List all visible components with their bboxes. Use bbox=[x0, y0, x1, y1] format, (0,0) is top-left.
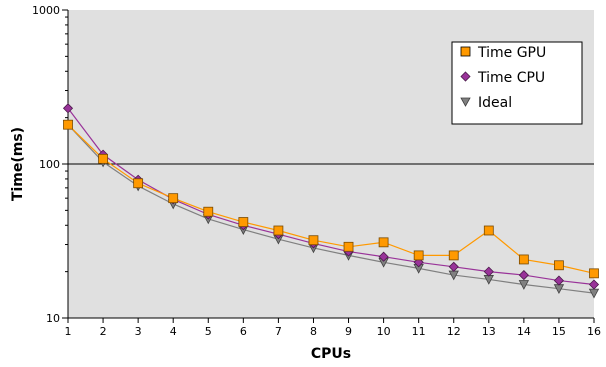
y-tick-label: 100 bbox=[39, 158, 60, 171]
y-axis-ticks: 10 100 1000 bbox=[32, 4, 68, 325]
legend-ideal-label: Ideal bbox=[478, 95, 512, 111]
x-axis-title: CPUs bbox=[311, 346, 351, 362]
point-time-cpu bbox=[378, 251, 389, 262]
x-tick-label: 15 bbox=[552, 325, 566, 338]
point-time-gpu bbox=[554, 260, 564, 271]
point-time-gpu bbox=[133, 178, 144, 189]
point-time-cpu bbox=[588, 279, 600, 290]
legend-gpu-marker bbox=[460, 46, 471, 57]
series-line-ideal bbox=[67, 124, 595, 294]
x-tick-label: 13 bbox=[482, 325, 496, 338]
legend-box bbox=[451, 41, 583, 125]
y-tick-label: 10 bbox=[46, 312, 60, 325]
x-tick-label: 7 bbox=[275, 325, 282, 338]
point-time-cpu bbox=[483, 266, 494, 277]
x-tick-label: 11 bbox=[412, 325, 426, 338]
legend-ideal-marker bbox=[460, 97, 471, 107]
legend-cpu-label: Time CPU bbox=[477, 70, 545, 86]
point-time-gpu bbox=[448, 250, 459, 261]
point-time-gpu bbox=[98, 153, 108, 164]
x-tick-label: 8 bbox=[310, 325, 317, 338]
point-time-cpu bbox=[518, 270, 529, 281]
point-time-gpu bbox=[63, 119, 73, 130]
x-tick-label: 9 bbox=[345, 325, 352, 338]
point-time-gpu bbox=[308, 235, 319, 246]
point-time-gpu bbox=[343, 241, 354, 252]
x-tick-label: 12 bbox=[447, 325, 461, 338]
x-tick-label: 10 bbox=[377, 325, 391, 338]
x-tick-label: 14 bbox=[517, 325, 531, 338]
point-time-gpu bbox=[238, 217, 249, 227]
series-line-time-cpu bbox=[67, 107, 595, 286]
point-time-gpu bbox=[413, 250, 424, 261]
legend-item-gpu: Time GPU bbox=[460, 45, 546, 61]
series-line-time-gpu bbox=[67, 124, 595, 274]
x-tick-label: 3 bbox=[135, 325, 142, 338]
x-tick-label: 4 bbox=[170, 325, 177, 338]
point-time-gpu bbox=[203, 206, 214, 217]
x-tick-label: 16 bbox=[587, 325, 601, 338]
legend-cpu-marker bbox=[460, 71, 471, 82]
point-ideal bbox=[518, 280, 530, 290]
legend-item-cpu: Time CPU bbox=[460, 70, 545, 86]
legend-gpu-label: Time GPU bbox=[477, 45, 546, 61]
x-tick-label: 6 bbox=[240, 325, 247, 338]
legend-item-ideal: Ideal bbox=[460, 95, 512, 111]
y-tick-label: 1000 bbox=[32, 4, 60, 17]
point-time-gpu bbox=[483, 225, 494, 236]
point-time-gpu bbox=[378, 237, 389, 248]
point-time-gpu bbox=[518, 254, 529, 265]
x-tick-label: 2 bbox=[100, 325, 107, 338]
point-time-cpu bbox=[448, 261, 459, 272]
point-time-gpu bbox=[273, 225, 284, 236]
x-axis-ticks: 1 2 3 4 5 6 7 8 9 10 11 12 13 14 15 16 bbox=[65, 318, 601, 338]
point-time-gpu bbox=[168, 193, 179, 204]
series-layer bbox=[62, 103, 600, 299]
point-time-cpu bbox=[62, 103, 74, 114]
x-tick-label: 1 bbox=[65, 325, 72, 338]
point-time-gpu bbox=[589, 268, 599, 279]
point-time-cpu bbox=[553, 275, 564, 286]
y-axis-title: Time(ms) bbox=[10, 127, 26, 201]
x-tick-label: 5 bbox=[205, 325, 212, 338]
legend: Time GPU Time CPU Ideal bbox=[451, 41, 583, 125]
